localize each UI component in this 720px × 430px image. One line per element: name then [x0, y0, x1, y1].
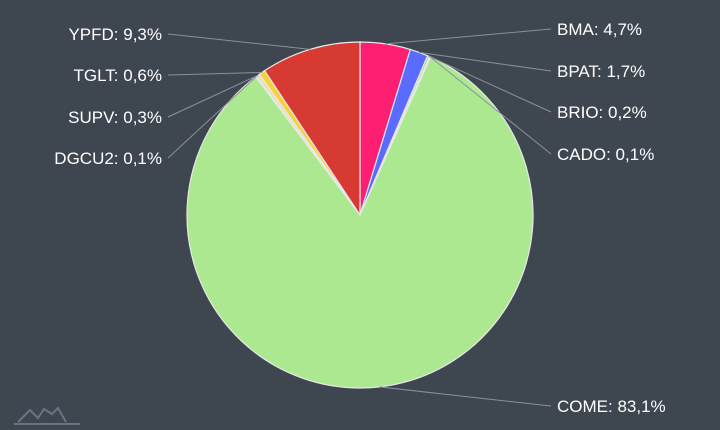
- pie-slices: [186, 41, 534, 389]
- leader-line-come: [379, 386, 552, 407]
- leader-line-brio: [428, 55, 552, 113]
- slice-label-supv: SUPV: 0,3%: [68, 108, 162, 127]
- slice-label-come: COME: 83,1%: [557, 397, 666, 416]
- slice-labels: BMA: 4,7% BPAT: 1,7% BRIO: 0,2% CADO: 0,1% C…: [54, 20, 665, 416]
- leader-line-cado: [429, 56, 552, 155]
- leader-line-bpat: [418, 51, 552, 72]
- leader-line-tglt: [167, 71, 262, 76]
- leader-line-supv: [167, 74, 259, 118]
- slice-label-tglt: TGLT: 0,6%: [74, 66, 163, 85]
- pie-slice-ypfd[interactable]: [263, 41, 361, 217]
- slice-label-bma: BMA: 4,7%: [557, 20, 642, 39]
- slice-label-brio: BRIO: 0,2%: [557, 103, 647, 122]
- slice-label-ypfd: YPFD: 9,3%: [68, 25, 162, 44]
- leader-lines: [167, 28, 552, 407]
- slice-label-cado: CADO: 0,1%: [557, 145, 654, 164]
- pie-slice-come[interactable]: [186, 56, 534, 389]
- slice-label-bpat: BPAT: 1,7%: [557, 62, 645, 81]
- leader-line-ypfd: [167, 33, 311, 50]
- chart-logo-icon: [14, 406, 80, 425]
- leader-line-bma: [385, 28, 552, 45]
- slice-label-dgcu2: DGCU2: 0,1%: [54, 149, 162, 168]
- leader-line-dgcu2: [167, 76, 257, 159]
